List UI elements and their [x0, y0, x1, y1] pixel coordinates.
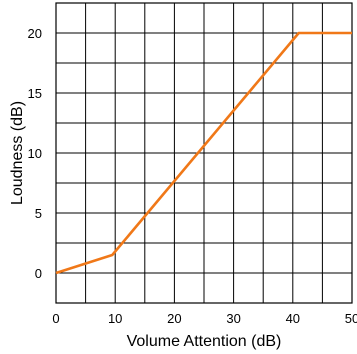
x-axis-label: Volume Attention (dB) [127, 333, 282, 350]
grid [56, 3, 352, 303]
x-tick-label: 20 [167, 311, 181, 326]
series-line [55, 31, 352, 275]
x-tick-label: 40 [286, 311, 300, 326]
series-group [55, 31, 352, 275]
x-tick-label: 50 [345, 311, 357, 326]
y-axis-label: Loudness (dB) [9, 101, 26, 205]
y-tick-labels: 0 5 10 15 20 [28, 26, 42, 281]
y-tick-label: 15 [28, 86, 42, 101]
x-tick-label: 0 [52, 311, 59, 326]
plot-frame [55, 2, 353, 304]
y-tick-label: 10 [28, 146, 42, 161]
y-tick-label: 0 [35, 266, 42, 281]
y-tick-label: 20 [28, 26, 42, 41]
x-tick-label: 30 [226, 311, 240, 326]
x-tick-label: 10 [108, 311, 122, 326]
x-tick-labels: 0 10 20 30 40 50 [52, 311, 357, 326]
y-tick-label: 5 [35, 206, 42, 221]
